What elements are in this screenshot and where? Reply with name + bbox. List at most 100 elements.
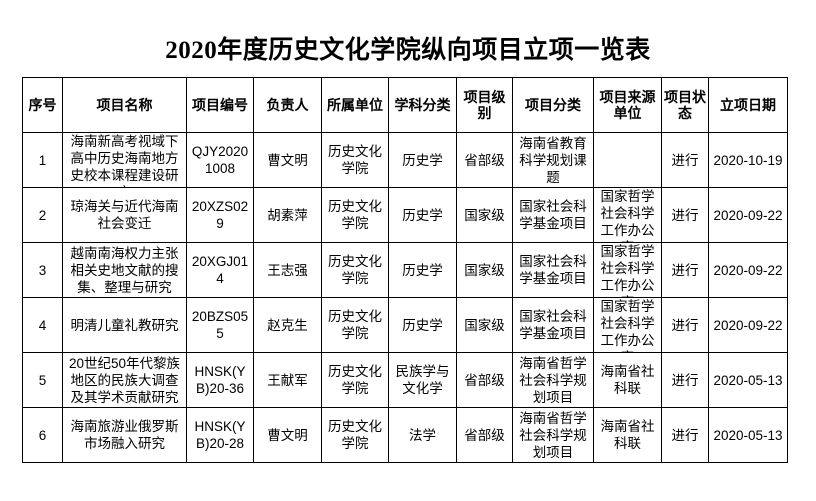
cell-text: HNSK(YB)20-28 [194, 419, 246, 451]
header-label: 学科分类 [394, 97, 451, 113]
cell-project-code: 20BZS055 [186, 297, 254, 353]
cell-text: 海南省哲学社会科学规划项目 [519, 355, 587, 405]
cell-text: 1 [38, 152, 47, 168]
cell-source: 国家哲学社会科学工作办公室 [593, 187, 662, 243]
cell-discipline: 历史学 [388, 297, 457, 353]
header-label: 项目编号 [192, 97, 248, 113]
cell-status: 进行 [661, 132, 709, 188]
cell-date: 2020-05-13 [708, 407, 788, 463]
header-discipline: 学科分类 [388, 77, 457, 133]
header-level: 项目级别 [456, 77, 513, 133]
header-row: 序号 项目名称 项目编号 负责人 所属单位 学科分类 项目级别 项目分类 项目来源单位 项目状态立… [22, 77, 788, 133]
cell-date: 2020-09-22 [708, 242, 788, 298]
cell-category: 海南省哲学社会科学规划项目 [512, 352, 594, 408]
cell-text: 进行 [671, 427, 699, 443]
cell-text: 2020-09-22 [713, 262, 783, 278]
header-label: 项目名称 [96, 97, 153, 113]
document-title: 2020年度历史文化学院纵向项目立项一览表 [165, 37, 651, 64]
header-category: 项目分类 [512, 77, 594, 133]
cell-text: 国家社会科学基金项目 [519, 199, 587, 231]
cell-text: 历史学 [402, 152, 443, 168]
cell-discipline: 民族学与文化学 [388, 352, 457, 408]
cell-text [595, 134, 661, 187]
cell-source: 国家哲学社会科学工作办公室 [593, 242, 662, 298]
cell-level: 国家级 [456, 242, 513, 298]
cell-date: 2020-05-13 [708, 352, 788, 408]
cell-text: 2020-09-22 [713, 317, 783, 333]
cell-discipline: 历史学 [388, 187, 457, 243]
cell-text: 海南省社科联 [600, 364, 655, 396]
cell-text: 国家哲学社会科学工作办公室 [600, 299, 655, 352]
cell-text: 琼海关与近代海南社会变迁 [70, 199, 179, 231]
cell-discipline: 历史学 [388, 242, 457, 298]
header-leader: 负责人 [253, 77, 322, 133]
cell-source: 海南省社科联 [593, 407, 662, 463]
cell-text: 2020-09-22 [713, 207, 783, 223]
cell-text: 历史文化学院 [328, 199, 382, 231]
cell-project-name: 琼海关与近代海南社会变迁 [62, 187, 187, 243]
cell-department: 历史文化学院 [321, 407, 389, 463]
cell-level: 省部级 [456, 132, 513, 188]
header-project-name: 项目名称 [62, 77, 187, 133]
header-index: 序号 [22, 77, 63, 133]
cell-department: 历史文化学院 [321, 242, 389, 298]
cell-date: 2020-09-22 [708, 187, 788, 243]
header-project-code: 项目编号 [186, 77, 254, 133]
header-label: 项目来源单位 [599, 89, 656, 121]
cell-text: 20XZS029 [191, 199, 249, 231]
cell-leader: 赵克生 [253, 297, 322, 353]
cell-text: 省部级 [464, 372, 505, 388]
cell-text: 20XGJ014 [191, 254, 249, 286]
cell-text: 海南省哲学社会科学规划项目 [519, 410, 587, 460]
cell-text: 3 [38, 262, 47, 278]
cell-leader: 王献军 [253, 352, 322, 408]
cell-level: 国家级 [456, 187, 513, 243]
cell-text: 历史学 [402, 317, 443, 333]
cell-status: 进行 [661, 297, 709, 353]
table-row: 6 海南旅游业俄罗斯市场融入研究 HNSK(YB)20-28 曹文明 历史文化学院 法学 省… [22, 407, 788, 463]
cell-text: 历史学 [402, 207, 443, 223]
cell-leader: 曹文明 [253, 407, 322, 463]
cell-date: 2020-09-22 [708, 297, 788, 353]
cell-project-name: 越南南海权力主张相关史地文献的搜集、整理与研究 [62, 242, 187, 298]
cell-text: 王献军 [267, 372, 308, 388]
table-row: 4 明清儿童礼教研究 20BZS055 赵克生 历史文化学院 历史学 国家级 国家社会科学基金… [22, 297, 788, 353]
cell-department: 历史文化学院 [321, 352, 389, 408]
cell-text: 海南省教育科学规划课题 [519, 135, 587, 185]
cell-index: 4 [22, 297, 63, 353]
header-label: 立项日期 [720, 97, 776, 113]
cell-text: 2020-05-13 [713, 372, 783, 388]
cell-leader: 胡素萍 [253, 187, 322, 243]
cell-text: 进行 [671, 152, 699, 168]
cell-text: 海南新高考视域下高中历史海南地方史校本课程建设研究 [70, 134, 179, 187]
cell-text: 2020-05-13 [713, 427, 783, 443]
cell-status: 进行 [661, 352, 709, 408]
cell-text: 省部级 [464, 427, 505, 443]
cell-status: 进行 [661, 187, 709, 243]
cell-discipline: 法学 [388, 407, 457, 463]
cell-index: 2 [22, 187, 63, 243]
header-label: 负责人 [266, 97, 309, 113]
cell-leader: 曹文明 [253, 132, 322, 188]
cell-project-code: HNSK(YB)20-36 [186, 352, 254, 408]
header-label: 项目分类 [525, 97, 581, 113]
cell-project-code: 20XZS029 [186, 187, 254, 243]
cell-text: 进行 [671, 317, 699, 333]
table-row: 2 琼海关与近代海南社会变迁 20XZS029 胡素萍 历史文化学院 历史学 国家级 国家社会… [22, 187, 788, 243]
cell-project-code: QJY20201008 [186, 132, 254, 188]
cell-text: 海南省社科联 [600, 419, 655, 451]
cell-text: 国家社会科学基金项目 [519, 309, 587, 341]
table-row: 3 越南南海权力主张相关史地文献的搜集、整理与研究 20XGJ014 王志强 历史文化学… [22, 242, 788, 298]
cell-discipline: 历史学 [388, 132, 457, 188]
cell-text: QJY20201008 [191, 144, 249, 176]
cell-text: 5 [38, 372, 47, 388]
cell-text: 6 [38, 427, 47, 443]
cell-text: 历史学 [402, 262, 443, 278]
cell-index: 1 [22, 132, 63, 188]
cell-category: 国家社会科学基金项目 [512, 242, 594, 298]
header-label: 项目状态 [664, 89, 706, 121]
header-date: 立项日期 [708, 77, 788, 133]
cell-text: 越南南海权力主张相关史地文献的搜集、整理与研究 [70, 245, 179, 295]
cell-text: 曹文明 [267, 427, 308, 443]
cell-source [593, 132, 662, 188]
